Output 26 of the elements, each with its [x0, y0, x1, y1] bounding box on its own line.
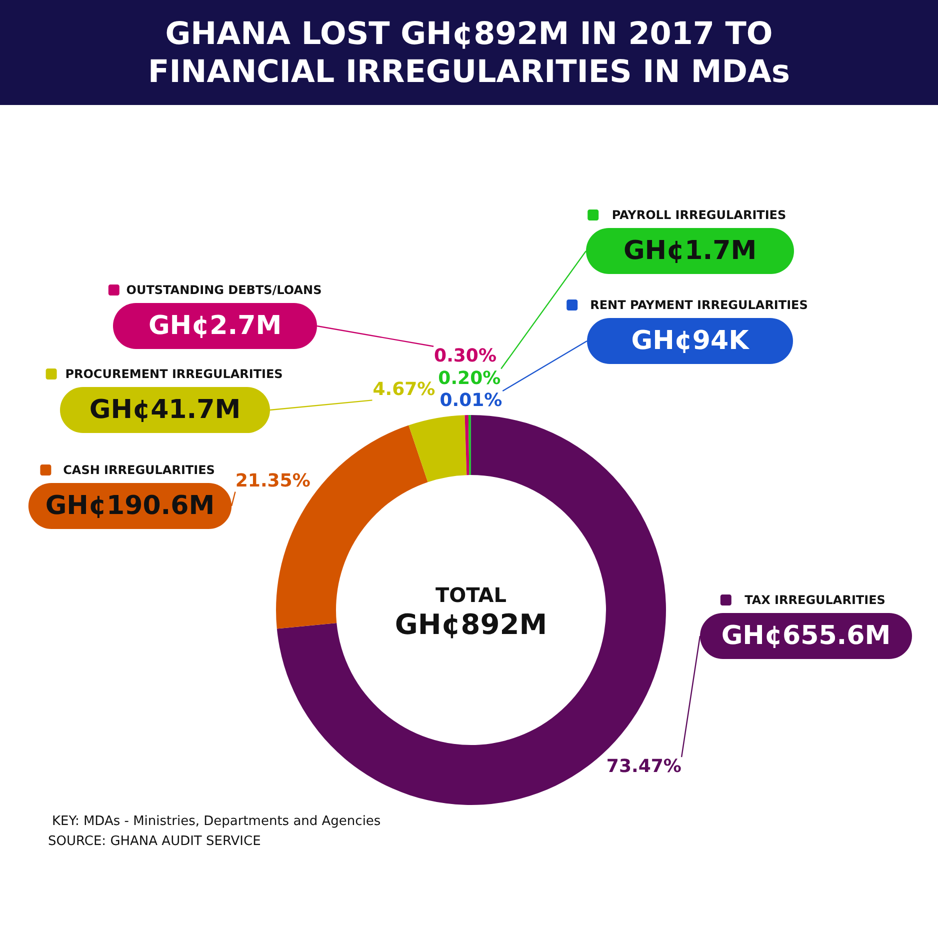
data-label: 73.47%: [606, 756, 682, 778]
chart-title: GHANA LOST GH¢892M IN 2017 TO FINANCIAL IRREGULARITIES IN MDAs: [148, 16, 790, 90]
legend-label: OUTSTANDING DEBTS/LOANS: [126, 283, 322, 297]
legend-label: PROCUREMENT IRREGULARITIES: [65, 367, 283, 381]
text: GH¢190.6M: [45, 491, 215, 521]
legend-label: RENT PAYMENT IRREGULARITIES: [590, 298, 808, 312]
donut-slice: [468, 415, 471, 476]
donut-slice: [408, 415, 467, 482]
text: GH¢41.7M: [89, 395, 241, 425]
donut-slice: [464, 415, 470, 476]
data-label: 0.30%: [434, 345, 496, 366]
legend-label: TAX IRREGULARITIES: [744, 593, 886, 607]
text: GH¢2.7M: [148, 311, 282, 341]
text: TOTAL: [436, 583, 507, 607]
text: GH¢1.7M: [623, 236, 757, 266]
data-label: 4.67%: [372, 379, 436, 400]
legend-label: CASH IRREGULARITIES: [63, 463, 215, 477]
text: GH¢94K: [631, 326, 749, 356]
text: GH¢655.6M: [721, 621, 891, 651]
text: GH¢892M: [394, 608, 548, 641]
text: KEY: MDAs - Ministries, Departments and Agencies: [52, 814, 381, 829]
source-note: SOURCE: GHANA AUDIT SERVICE: [48, 834, 261, 849]
data-label: 21.35%: [235, 470, 310, 492]
legend-label: PAYROLL IRREGULARITIES: [612, 208, 786, 222]
data-label: 0.01%: [440, 390, 502, 411]
data-label: 0.20%: [438, 368, 501, 389]
